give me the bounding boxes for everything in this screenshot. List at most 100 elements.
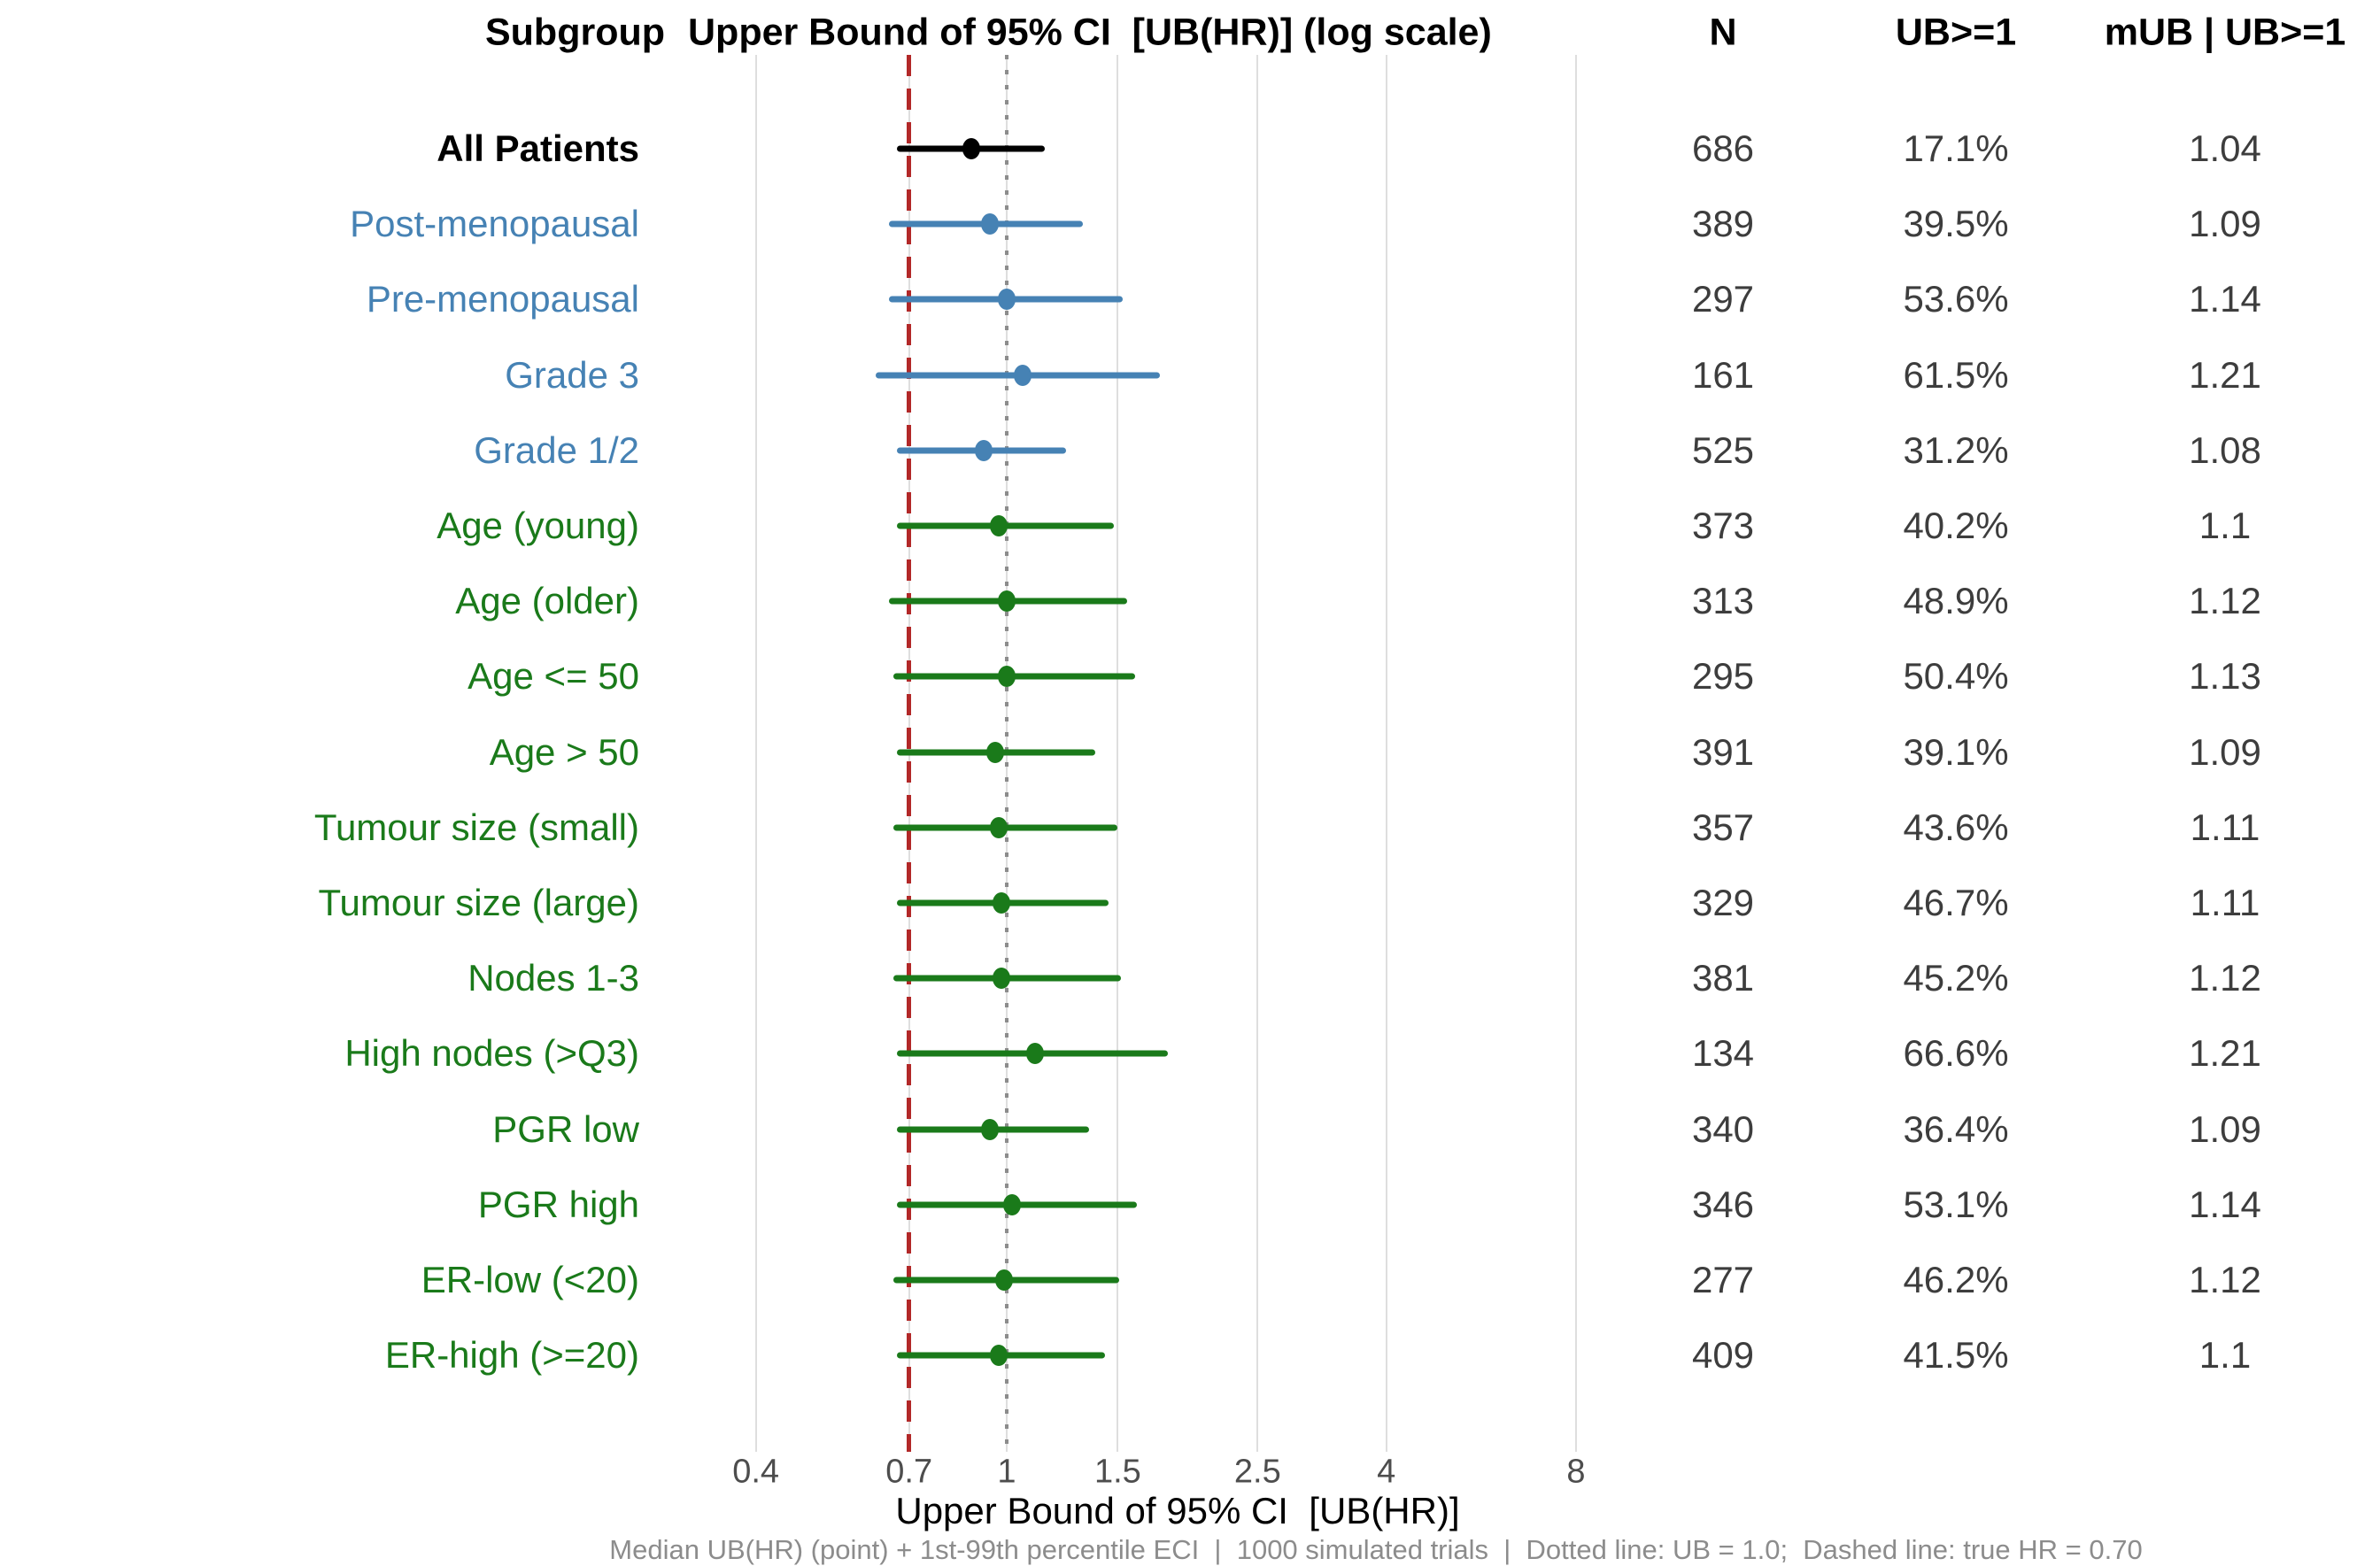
n-value: 686 xyxy=(1691,127,1755,169)
n-value: 525 xyxy=(1691,428,1755,471)
gridline xyxy=(1117,55,1119,1452)
ci-point xyxy=(980,213,999,235)
ci-point xyxy=(998,666,1016,688)
axis-tick-label: 0.4 xyxy=(732,1453,780,1491)
figure-caption: Median UB(HR) (point) + 1st-99th percent… xyxy=(609,1534,2143,1565)
axis-tick-label: 1 xyxy=(997,1453,1016,1491)
mub-value: 1.11 xyxy=(2190,882,2260,923)
row-label: Age (young) xyxy=(437,505,639,546)
ci-point xyxy=(1014,364,1032,386)
ci-point xyxy=(986,741,1005,763)
ci-point xyxy=(989,816,1008,838)
n-value: 409 xyxy=(1691,1334,1755,1377)
n-value: 277 xyxy=(1691,1259,1755,1300)
row-label: PGR high xyxy=(477,1183,639,1225)
row-label: Tumour size (small) xyxy=(313,806,639,848)
ci-point xyxy=(962,138,981,159)
ub-ge1-value: 17.1% xyxy=(1903,127,2009,169)
gridline xyxy=(1256,55,1259,1452)
row-label: Age <= 50 xyxy=(468,655,639,698)
row-label: Grade 1/2 xyxy=(474,428,639,471)
mub-value: 1.13 xyxy=(2189,655,2261,698)
ub-ge1-value: 61.5% xyxy=(1903,353,2009,396)
ub-ge1-value: 46.7% xyxy=(1903,882,2009,923)
ub-ge1-value: 66.6% xyxy=(1903,1032,2009,1075)
mub-value: 1.12 xyxy=(2189,1259,2261,1300)
mub-value: 1.21 xyxy=(2189,1032,2261,1075)
ci-point xyxy=(975,439,993,461)
mub-value: 1.1 xyxy=(2198,1334,2252,1377)
mub-value: 1.12 xyxy=(2189,957,2261,999)
n-value: 389 xyxy=(1691,203,1755,245)
row-label: High nodes (>Q3) xyxy=(344,1032,639,1075)
row-label: Grade 3 xyxy=(505,353,639,396)
axis-tick-label: 1.5 xyxy=(1093,1453,1141,1491)
ci-point xyxy=(994,1269,1013,1291)
column-header-n: N xyxy=(1709,11,1737,54)
ub-ge1-value: 45.2% xyxy=(1903,957,2009,999)
ci-point xyxy=(998,590,1016,613)
mub-value: 1.08 xyxy=(2189,428,2261,471)
n-value: 297 xyxy=(1691,278,1755,320)
ub-ge1-value: 31.2% xyxy=(1903,428,2009,471)
mub-value: 1.1 xyxy=(2198,505,2252,546)
ub-ge1-value: 39.5% xyxy=(1903,203,2009,245)
ub-ge1-value: 46.2% xyxy=(1903,1259,2009,1300)
ub-ge1-value: 53.1% xyxy=(1903,1183,2009,1225)
row-label: Pre-menopausal xyxy=(366,278,639,320)
axis-tick-label: 2.5 xyxy=(1233,1453,1281,1491)
gridline xyxy=(754,55,757,1452)
axis-tick-label: 8 xyxy=(1566,1453,1586,1491)
ub-ge1-value: 50.4% xyxy=(1903,655,2009,698)
mub-value: 1.09 xyxy=(2189,203,2261,245)
mub-value: 1.14 xyxy=(2189,278,2261,320)
mub-value: 1.11 xyxy=(2190,806,2260,848)
mub-value: 1.21 xyxy=(2189,353,2261,396)
column-header-subgroup: Subgroup xyxy=(484,11,665,54)
n-value: 295 xyxy=(1691,655,1755,698)
plot-title: Upper Bound of 95% CI [UB(HR)] (log scal… xyxy=(688,11,1492,54)
ub-ge1-value: 53.6% xyxy=(1903,278,2009,320)
n-value: 313 xyxy=(1691,580,1755,622)
ci-point xyxy=(992,892,1010,914)
n-value: 391 xyxy=(1691,730,1755,773)
ub-ge1-value: 43.6% xyxy=(1903,806,2009,848)
mub-value: 1.12 xyxy=(2189,580,2261,622)
column-header-ub-ge1: UB>=1 xyxy=(1895,11,2017,54)
ub-ge1-value: 41.5% xyxy=(1903,1334,2009,1377)
mub-value: 1.09 xyxy=(2189,1107,2261,1150)
n-value: 134 xyxy=(1691,1032,1755,1075)
row-label: Nodes 1-3 xyxy=(468,957,639,999)
ci-point xyxy=(989,515,1008,536)
row-label: ER-low (<20) xyxy=(421,1259,639,1300)
n-value: 373 xyxy=(1691,505,1755,546)
n-value: 340 xyxy=(1691,1107,1755,1150)
ci-point xyxy=(992,968,1010,990)
row-label: PGR low xyxy=(492,1107,639,1150)
n-value: 381 xyxy=(1691,957,1755,999)
gridline xyxy=(1385,55,1387,1452)
ub-ge1-value: 40.2% xyxy=(1903,505,2009,546)
mub-value: 1.14 xyxy=(2189,1183,2261,1225)
gridline xyxy=(1575,55,1577,1452)
mub-value: 1.04 xyxy=(2189,127,2261,169)
column-header-mub: mUB | UB>=1 xyxy=(2104,11,2346,54)
ci-point xyxy=(989,1345,1008,1367)
ci-point xyxy=(998,289,1016,311)
axis-tick-label: 4 xyxy=(1377,1453,1396,1491)
n-value: 346 xyxy=(1691,1183,1755,1225)
ci-point xyxy=(1026,1043,1045,1065)
ci-point xyxy=(980,1118,999,1140)
ub-ge1-value: 39.1% xyxy=(1903,730,2009,773)
axis-tick-label: 0.7 xyxy=(885,1453,933,1491)
row-label: Age (older) xyxy=(455,580,639,622)
row-label: All Patients xyxy=(437,127,639,169)
mub-value: 1.09 xyxy=(2189,730,2261,773)
ub-ge1-value: 48.9% xyxy=(1903,580,2009,622)
ub-ge1-value: 36.4% xyxy=(1903,1107,2009,1150)
ci-point xyxy=(1003,1193,1022,1215)
row-label: Tumour size (large) xyxy=(318,882,639,923)
n-value: 329 xyxy=(1691,882,1755,923)
n-value: 357 xyxy=(1691,806,1755,848)
